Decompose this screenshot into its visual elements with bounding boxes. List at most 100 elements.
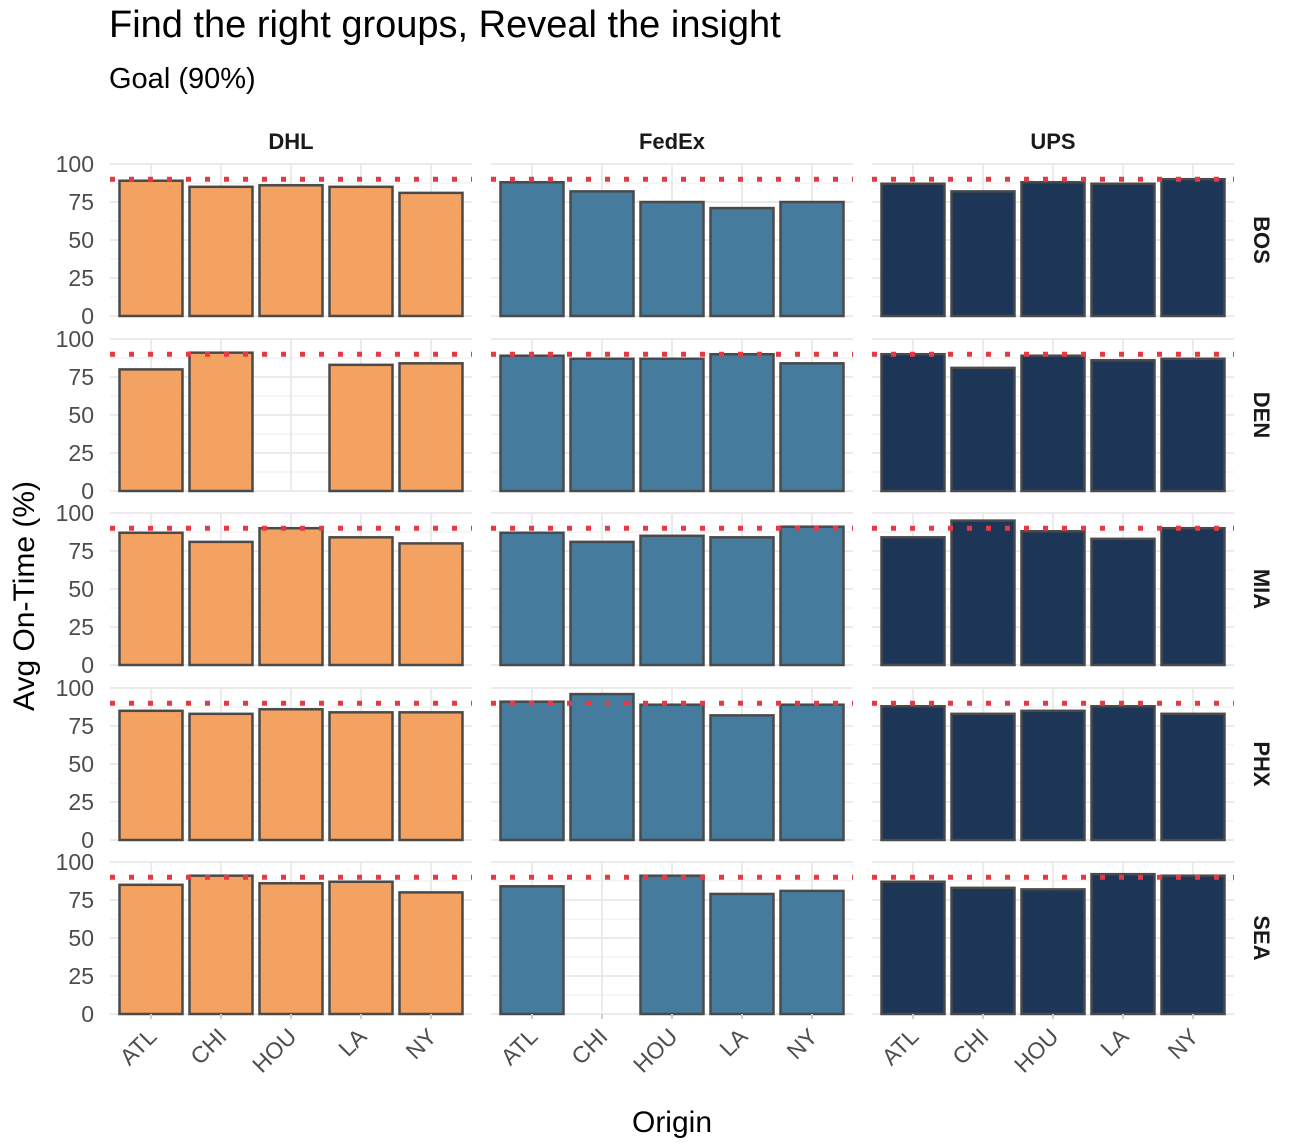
bar-dhl-den-la bbox=[328, 363, 394, 493]
bar-fedex-mia-atl bbox=[499, 531, 565, 667]
bar-fedex-sea-ny bbox=[779, 889, 845, 1016]
y-tick-label: 25 bbox=[68, 440, 94, 466]
x-tick-label-la: LA bbox=[1095, 1023, 1134, 1062]
x-tick-label-ny: NY bbox=[1163, 1023, 1204, 1064]
bar-ups-den-hou bbox=[1020, 354, 1086, 493]
y-tick-label: 75 bbox=[68, 713, 94, 739]
bar-fedex-bos-ny bbox=[779, 200, 845, 318]
plot-area: DHL FedEx UPSBOSDENMIAPHXSEA02550751000255… bbox=[56, 129, 1274, 1078]
x-tick-label-chi: CHI bbox=[566, 1023, 612, 1069]
x-tick-label-atl: ATL bbox=[115, 1023, 162, 1070]
panel-dhl-phx bbox=[110, 687, 472, 842]
y-tick-label: 100 bbox=[56, 326, 94, 352]
bar-ups-mia-la bbox=[1090, 537, 1156, 667]
bar-dhl-mia-la bbox=[328, 536, 394, 667]
bar-ups-mia-chi bbox=[950, 519, 1016, 667]
bar-ups-den-ny bbox=[1160, 357, 1226, 493]
bar-dhl-bos-atl bbox=[118, 179, 184, 318]
bar-dhl-phx-hou bbox=[258, 708, 324, 842]
bar-fedex-bos-la bbox=[709, 206, 775, 318]
bar-dhl-sea-hou bbox=[258, 882, 324, 1016]
x-axis-title: Origin bbox=[632, 1106, 712, 1139]
bar-dhl-mia-atl bbox=[118, 531, 184, 667]
bar-ups-bos-ny bbox=[1160, 177, 1226, 318]
x-tick-label-hou: HOU bbox=[1009, 1023, 1064, 1078]
bar-fedex-den-la bbox=[709, 352, 775, 493]
y-tick-label: 100 bbox=[56, 849, 94, 875]
bar-fedex-mia-chi bbox=[569, 540, 635, 667]
bar-dhl-sea-chi bbox=[188, 874, 254, 1016]
x-tick-label-chi: CHI bbox=[947, 1023, 993, 1069]
bar-dhl-bos-chi bbox=[188, 185, 254, 318]
x-tick-label-hou: HOU bbox=[247, 1023, 302, 1078]
y-tick-label: 0 bbox=[81, 478, 94, 504]
bar-ups-den-la bbox=[1090, 359, 1156, 493]
bar-ups-phx-atl bbox=[880, 704, 946, 842]
bar-ups-bos-atl bbox=[880, 182, 946, 318]
facet-label-bos: BOS bbox=[1249, 216, 1274, 264]
chart-title: Find the right groups, Reveal the insigh… bbox=[109, 4, 781, 46]
panel-ups-bos bbox=[872, 163, 1234, 318]
bar-fedex-sea-atl bbox=[499, 885, 565, 1016]
bar-dhl-phx-la bbox=[328, 711, 394, 842]
y-tick-label: 0 bbox=[81, 827, 94, 853]
bar-fedex-bos-hou bbox=[639, 200, 705, 318]
x-tick-label-atl: ATL bbox=[877, 1023, 924, 1070]
panel-dhl-bos bbox=[110, 163, 472, 318]
bar-ups-phx-hou bbox=[1020, 709, 1086, 842]
bar-ups-mia-hou bbox=[1020, 529, 1086, 667]
y-tick-label: 25 bbox=[68, 789, 94, 815]
bar-fedex-den-ny bbox=[779, 362, 845, 493]
y-tick-label: 50 bbox=[68, 402, 94, 428]
panel-dhl-mia bbox=[110, 512, 472, 667]
y-tick-label: 75 bbox=[68, 364, 94, 390]
panel-ups-mia bbox=[872, 512, 1234, 667]
bar-ups-sea-hou bbox=[1020, 888, 1086, 1016]
facet-label-dhl: DHL bbox=[268, 129, 313, 154]
bar-ups-phx-chi bbox=[950, 712, 1016, 842]
bar-ups-sea-chi bbox=[950, 886, 1016, 1016]
bar-dhl-sea-ny bbox=[398, 891, 464, 1016]
bar-dhl-bos-hou bbox=[258, 184, 324, 318]
bar-fedex-sea-la bbox=[709, 892, 775, 1016]
y-tick-label: 75 bbox=[68, 189, 94, 215]
bar-ups-mia-atl bbox=[880, 536, 946, 667]
bar-dhl-phx-chi bbox=[188, 712, 254, 842]
bar-ups-sea-la bbox=[1090, 872, 1156, 1016]
bar-dhl-mia-chi bbox=[188, 540, 254, 667]
bar-fedex-phx-chi bbox=[569, 692, 635, 842]
y-tick-label: 50 bbox=[68, 925, 94, 951]
y-tick-label: 75 bbox=[68, 538, 94, 564]
bar-ups-den-atl bbox=[880, 352, 946, 493]
bar-fedex-phx-hou bbox=[639, 703, 705, 842]
panel-fedex-mia bbox=[491, 512, 853, 667]
x-tick-label-la: LA bbox=[714, 1023, 753, 1062]
y-tick-label: 0 bbox=[81, 652, 94, 678]
bar-ups-sea-ny bbox=[1160, 874, 1226, 1016]
x-tick-label-chi: CHI bbox=[185, 1023, 231, 1069]
bar-fedex-phx-atl bbox=[499, 700, 565, 842]
bar-dhl-den-atl bbox=[118, 368, 184, 493]
facet-label-sea: SEA bbox=[1249, 915, 1274, 960]
facet-label-fedex: FedEx bbox=[639, 129, 706, 154]
bar-ups-den-chi bbox=[950, 366, 1016, 493]
bar-fedex-phx-la bbox=[709, 714, 775, 842]
y-axis-title: Avg On-Time (%) bbox=[8, 481, 41, 711]
x-tick-label-atl: ATL bbox=[496, 1023, 543, 1070]
bar-ups-phx-ny bbox=[1160, 712, 1226, 842]
y-tick-label: 25 bbox=[68, 963, 94, 989]
y-tick-label: 75 bbox=[68, 887, 94, 913]
bar-dhl-phx-ny bbox=[398, 711, 464, 842]
bar-fedex-den-chi bbox=[569, 357, 635, 493]
panel-dhl-sea bbox=[110, 861, 472, 1016]
bar-dhl-mia-hou bbox=[258, 526, 324, 667]
panel-ups-sea bbox=[872, 861, 1234, 1016]
x-tick-label-ny: NY bbox=[401, 1023, 442, 1064]
bar-dhl-phx-atl bbox=[118, 709, 184, 842]
bar-dhl-den-chi bbox=[188, 351, 254, 493]
y-tick-label: 50 bbox=[68, 227, 94, 253]
bar-ups-bos-hou bbox=[1020, 180, 1086, 318]
facet-label-mia: MIA bbox=[1249, 569, 1274, 609]
panel-ups-den bbox=[872, 338, 1234, 493]
